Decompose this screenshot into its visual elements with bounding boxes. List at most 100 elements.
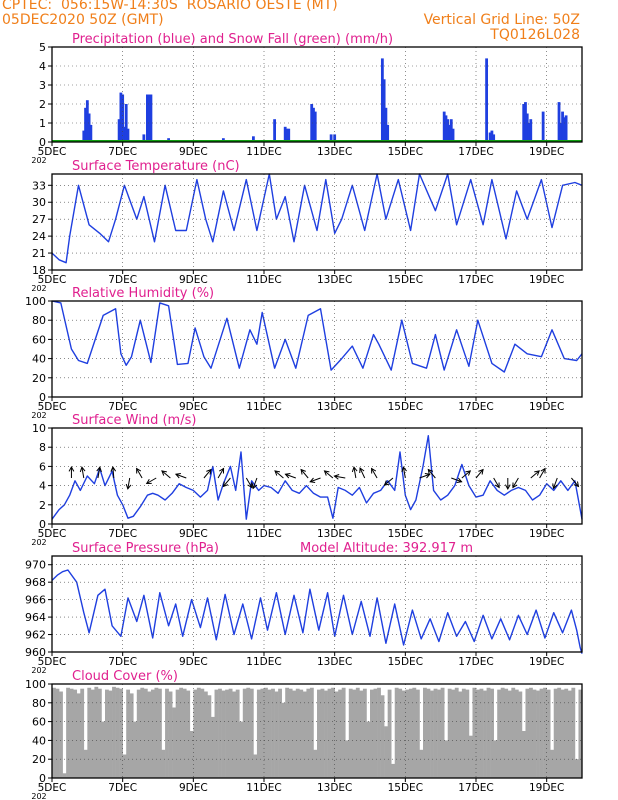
panel-frame bbox=[51, 173, 583, 271]
cloud-bar bbox=[373, 688, 378, 778]
cloud-bar bbox=[525, 688, 530, 778]
y-tick-label: 10 bbox=[32, 422, 46, 435]
header-date-line: 05DEC2020 50Z (GMT) bbox=[2, 12, 164, 28]
x-tick-label: 9DEC bbox=[179, 528, 208, 540]
y-tick-label: 6 bbox=[39, 460, 46, 473]
cloud-bar bbox=[398, 688, 403, 778]
wind-arrow-head bbox=[512, 482, 518, 489]
cloud-bar bbox=[366, 721, 371, 778]
cloud-bar bbox=[345, 740, 350, 778]
precip-bar bbox=[124, 104, 128, 142]
y-tick-label: 8 bbox=[39, 441, 46, 454]
precip-bar bbox=[564, 115, 568, 142]
cloud-bar bbox=[203, 691, 208, 778]
cloud-bar bbox=[69, 688, 74, 778]
cloud-bar bbox=[553, 688, 558, 778]
x-tick-label: 13DEC bbox=[317, 528, 352, 540]
precip-bar bbox=[119, 92, 123, 142]
precip-bar bbox=[121, 94, 125, 142]
wind-arrow bbox=[475, 469, 484, 479]
y-tick-label: 40 bbox=[32, 353, 46, 366]
cloud-bar bbox=[320, 688, 325, 778]
cloud-bar bbox=[476, 689, 480, 778]
x-tick-label: 9DEC bbox=[179, 274, 208, 286]
precip-bar bbox=[380, 58, 384, 142]
x-tick-label: 17DEC bbox=[458, 656, 493, 668]
wind-arrow-head bbox=[125, 483, 132, 490]
y-tick-label: 60 bbox=[32, 333, 46, 346]
x-tick-year: 202 bbox=[31, 666, 46, 675]
x-tick-label: 15DEC bbox=[388, 401, 423, 413]
wind-arrow bbox=[161, 470, 171, 479]
x-tick-label: 17DEC bbox=[458, 782, 493, 794]
x-tick-label: 19DEC bbox=[529, 782, 564, 794]
cloud-bar bbox=[451, 689, 456, 778]
x-tick-label: 5DEC bbox=[38, 528, 67, 540]
cloud-bar bbox=[105, 689, 109, 778]
wind-arrow-head bbox=[206, 468, 212, 475]
x-tick-label: 15DEC bbox=[388, 146, 423, 158]
cloud-bar bbox=[260, 688, 265, 778]
x-tick-year: 202 bbox=[31, 411, 46, 420]
wind-arrow-head bbox=[371, 467, 377, 474]
y-tick-label: 0 bbox=[39, 391, 46, 404]
precip-bar bbox=[557, 102, 561, 142]
cloud-bar bbox=[112, 686, 116, 778]
precip-bar bbox=[333, 134, 337, 142]
cloud-bar bbox=[338, 689, 343, 778]
cloud-bar bbox=[214, 689, 219, 778]
y-tick-label: 27 bbox=[32, 213, 46, 226]
y-tick-label: 1 bbox=[39, 117, 46, 130]
cloud-bar bbox=[136, 689, 141, 778]
wind-arrow-head bbox=[247, 482, 253, 489]
cloud-bar bbox=[359, 690, 364, 778]
wind-arrow-head bbox=[300, 468, 306, 475]
x-tick-label: 9DEC bbox=[179, 782, 208, 794]
cloud-bar bbox=[567, 690, 572, 778]
cloud-bar bbox=[59, 691, 63, 778]
cloud-bar bbox=[447, 688, 452, 778]
cloud-bar bbox=[55, 688, 60, 778]
cloud-bar bbox=[546, 689, 551, 778]
cloud-bar bbox=[101, 721, 106, 778]
panel-frame bbox=[51, 555, 583, 653]
wind-arrow bbox=[81, 467, 85, 479]
wind-arrow-head bbox=[96, 466, 102, 473]
cloud-bar bbox=[507, 690, 512, 778]
cloud-bar bbox=[352, 689, 357, 778]
cloud-bar bbox=[218, 688, 222, 778]
cloud-bar bbox=[433, 688, 438, 778]
cloud-bar bbox=[90, 689, 95, 778]
wind-arrow bbox=[97, 467, 101, 479]
panel-frame bbox=[51, 46, 583, 143]
wind-arrow-head bbox=[534, 470, 540, 476]
precip-bar bbox=[492, 134, 496, 142]
wind-arrow bbox=[427, 469, 436, 479]
cloud-bar bbox=[483, 690, 487, 778]
temp-line bbox=[51, 173, 583, 264]
precip-bar bbox=[147, 94, 151, 142]
wind-arrow bbox=[334, 475, 346, 479]
x-tick-label: 5DEC bbox=[38, 782, 67, 794]
cloud-bar bbox=[97, 688, 102, 778]
y-tick-label: 4 bbox=[39, 60, 46, 73]
cloud-bar bbox=[200, 688, 205, 778]
cloud-bar bbox=[415, 689, 420, 778]
cloud-bar bbox=[571, 687, 576, 778]
wind-arrow bbox=[359, 467, 366, 479]
wind-arrow bbox=[553, 477, 558, 489]
cloud-bar bbox=[133, 721, 138, 778]
cloud-bar bbox=[521, 731, 526, 778]
x-tick-label: 9DEC bbox=[179, 656, 208, 668]
precip-bar bbox=[522, 104, 526, 142]
y-tick-label: 0 bbox=[39, 136, 46, 149]
cloud-bar bbox=[172, 707, 176, 778]
x-tick-label: 11DEC bbox=[246, 782, 281, 794]
wind-arrow bbox=[571, 477, 579, 487]
x-tick-label: 19DEC bbox=[529, 274, 564, 286]
y-tick-label: 2 bbox=[39, 98, 46, 111]
cloud-bar bbox=[401, 690, 406, 778]
cloud-bar bbox=[387, 689, 392, 778]
cloud-bar bbox=[147, 691, 152, 778]
wind-arrow bbox=[512, 477, 519, 488]
